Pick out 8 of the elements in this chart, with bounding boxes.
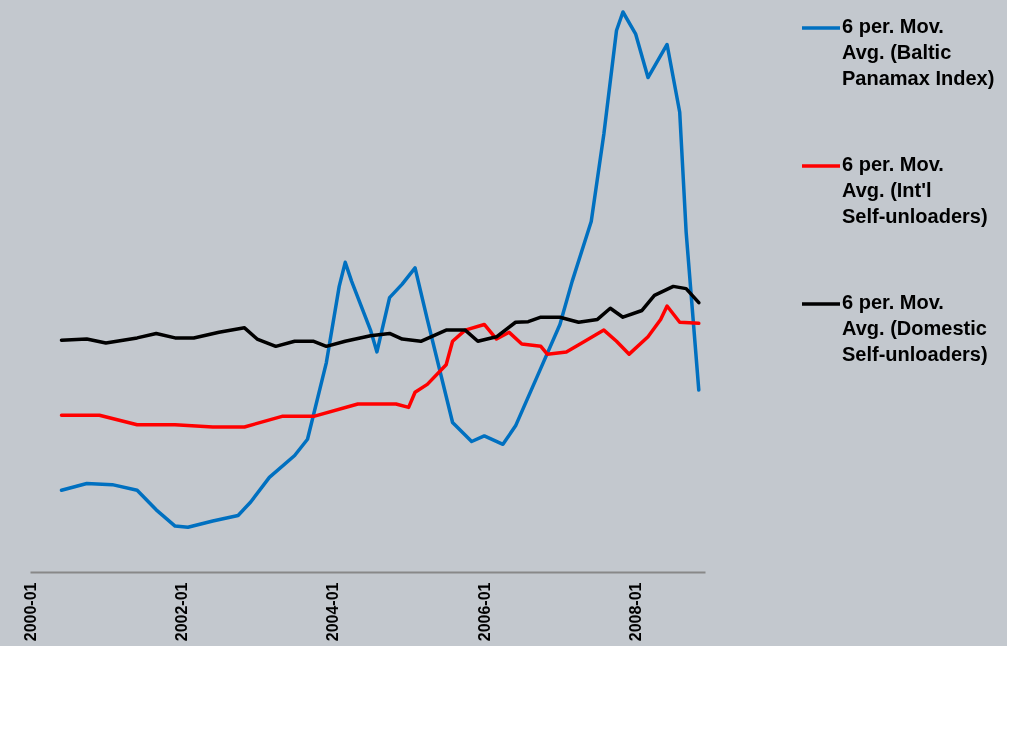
x-tick-label: 2008-01 <box>627 582 645 642</box>
legend-label: 6 per. Mov. Avg. (Int'l Self-unloaders) <box>842 153 988 227</box>
x-tick-label: 2000-01 <box>21 582 39 642</box>
legend-label: 6 per. Mov. Avg. (Domestic Self-unloaders) <box>842 291 988 365</box>
x-tick-label: 2002-01 <box>173 582 190 642</box>
x-tick-label: 2006-01 <box>475 582 493 642</box>
legend-label: 6 per. Mov. Avg. (Baltic Panamax Index) <box>842 15 995 89</box>
x-tick-label: 2004-01 <box>324 582 342 642</box>
